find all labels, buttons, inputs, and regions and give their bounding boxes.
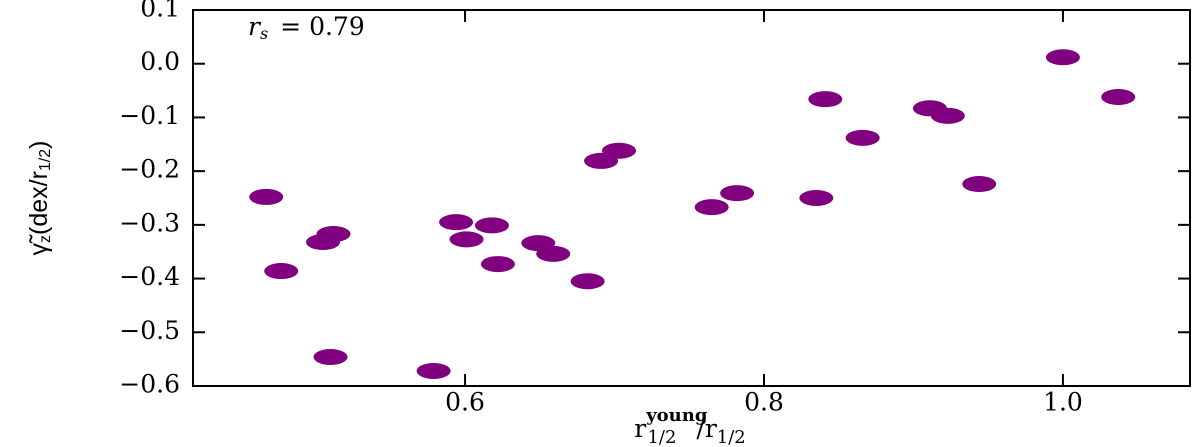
y-tick-label: 0.0 bbox=[140, 47, 180, 76]
point bbox=[845, 129, 880, 146]
annotation: rs = 0.79 bbox=[248, 12, 365, 43]
x-label-sub: 1/2 bbox=[647, 427, 676, 447]
point bbox=[1045, 49, 1080, 66]
point bbox=[799, 190, 834, 206]
y-axis-label: γ̃z(dex/r1/2) bbox=[25, 141, 55, 256]
point bbox=[962, 176, 997, 193]
y-tick-label: −0.2 bbox=[119, 155, 180, 184]
point bbox=[808, 91, 843, 108]
annotation-text: = 0.79 bbox=[280, 12, 365, 41]
point bbox=[313, 348, 348, 365]
point bbox=[480, 256, 515, 273]
point bbox=[930, 107, 965, 124]
plot-frame bbox=[192, 9, 1191, 387]
x-tick-label: 1.0 bbox=[1043, 388, 1083, 417]
point bbox=[602, 142, 637, 159]
point bbox=[474, 217, 509, 234]
x-axis-label: ryoung 1/2/r1/2 bbox=[634, 405, 746, 447]
point bbox=[449, 231, 484, 248]
point bbox=[439, 214, 474, 231]
y-tick-label: 0.1 bbox=[140, 0, 180, 23]
annotation-subscript: s bbox=[260, 24, 268, 43]
x-tick-label: 0.6 bbox=[445, 388, 485, 417]
point bbox=[416, 362, 451, 379]
y-tick-label: −0.6 bbox=[119, 370, 180, 399]
y-label-sub2: 1/2 bbox=[37, 149, 54, 171]
x-label-rest: /r bbox=[696, 414, 716, 443]
point bbox=[536, 245, 571, 262]
point bbox=[694, 199, 729, 216]
x-label-main: r bbox=[634, 414, 646, 443]
x-label-sup: young bbox=[645, 405, 708, 426]
point bbox=[570, 273, 605, 290]
point bbox=[1101, 89, 1136, 106]
y-label-rest: (dex/r bbox=[25, 171, 53, 235]
y-tick-label: −0.5 bbox=[119, 316, 180, 345]
y-tick-label: −0.1 bbox=[119, 101, 180, 130]
x-label-sub2: 1/2 bbox=[717, 427, 746, 447]
annotation-symbol: r bbox=[248, 12, 262, 41]
x-tick-label: 0.8 bbox=[744, 388, 784, 417]
point bbox=[720, 185, 755, 202]
y-label-sub: z bbox=[37, 235, 54, 243]
point bbox=[264, 263, 299, 280]
y-label-end: ) bbox=[25, 141, 53, 149]
y-tick-label: −0.4 bbox=[119, 262, 180, 291]
point bbox=[249, 188, 284, 205]
y-tick-label: −0.3 bbox=[119, 208, 180, 237]
point bbox=[316, 225, 351, 242]
